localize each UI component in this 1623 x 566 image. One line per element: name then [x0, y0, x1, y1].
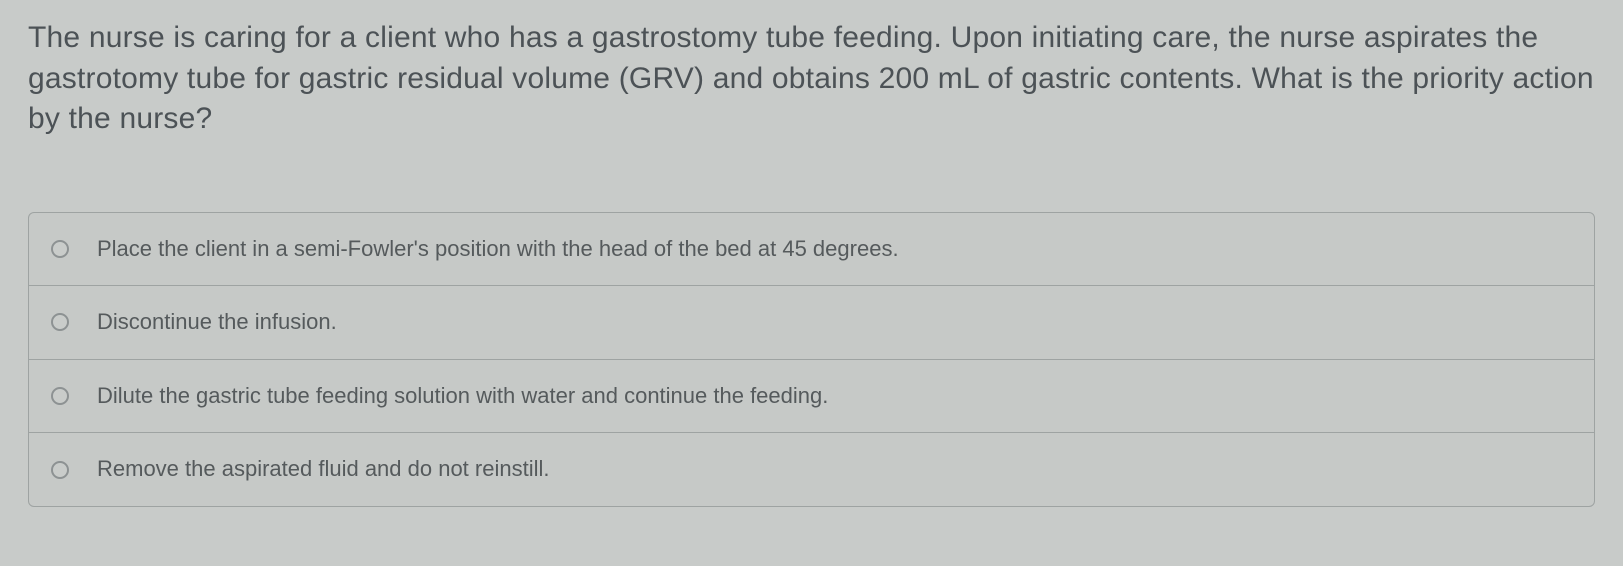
quiz-page: The nurse is caring for a client who has… [0, 0, 1623, 507]
option-row[interactable]: Discontinue the infusion. [29, 286, 1594, 360]
radio-icon[interactable] [51, 240, 69, 258]
radio-icon[interactable] [51, 313, 69, 331]
option-label: Place the client in a semi-Fowler's posi… [97, 235, 1572, 264]
option-row[interactable]: Place the client in a semi-Fowler's posi… [29, 213, 1594, 287]
radio-icon[interactable] [51, 387, 69, 405]
option-label: Remove the aspirated fluid and do not re… [97, 455, 1572, 484]
options-list: Place the client in a semi-Fowler's posi… [28, 212, 1595, 507]
option-row[interactable]: Remove the aspirated fluid and do not re… [29, 433, 1594, 506]
question-text: The nurse is caring for a client who has… [28, 18, 1595, 140]
radio-icon[interactable] [51, 461, 69, 479]
option-label: Dilute the gastric tube feeding solution… [97, 382, 1572, 411]
option-row[interactable]: Dilute the gastric tube feeding solution… [29, 360, 1594, 434]
option-label: Discontinue the infusion. [97, 308, 1572, 337]
